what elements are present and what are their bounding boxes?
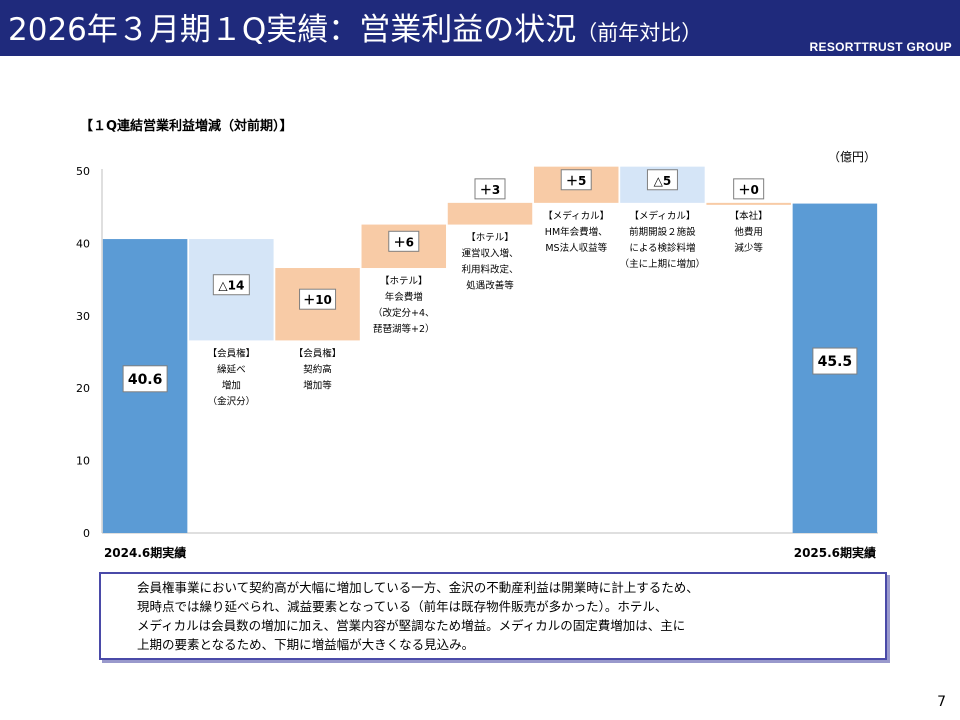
unit-label: （億円） — [828, 150, 877, 164]
value-label: ＋6 — [394, 235, 414, 249]
step-note: （金沢分） — [208, 395, 256, 407]
page-title: 2026年３月期１Q実績：営業利益の状況（前年対比） — [8, 4, 702, 49]
step-note: 琵琶湖等+2） — [373, 323, 435, 335]
value-label: △14 — [218, 279, 244, 293]
step-note: 他費用 — [734, 226, 763, 238]
comment-line: 現時点では繰り延べられ、減益要素となっている（前年は既存物件販売が多かった）。ホ… — [137, 599, 668, 614]
value-label-box — [212, 274, 250, 296]
value-label-box — [646, 169, 678, 191]
page-number: 7 — [937, 694, 946, 710]
step-note: 【ホテル】 — [466, 233, 514, 244]
x-category-label: 2024.6期実績 — [104, 545, 186, 560]
y-tick-label: 20 — [76, 382, 90, 395]
value-label-box — [812, 347, 858, 375]
step-note: 減少等 — [734, 242, 763, 254]
value-label-box — [299, 288, 337, 310]
step-note: HM年会費増、 — [545, 226, 608, 238]
x-category-label: 2025.6期実績 — [794, 545, 876, 560]
comment-line: メディカルは会員数の増加に加え、営業内容が堅調なため増益。メディカルの固定費増加… — [137, 618, 686, 633]
comment-line: 上期の要素となるため、下期に増益幅が大きくなる見込み。 — [137, 637, 475, 652]
step-note: 【メディカル】 — [630, 210, 696, 222]
step-note: MS法人収益等 — [545, 242, 607, 254]
bar-step — [447, 202, 533, 225]
step-note: 【会員権】 — [208, 347, 256, 359]
step-note: 運営収入増、 — [461, 248, 518, 260]
value-label: △5 — [654, 174, 672, 188]
step-note: （改定分+4、 — [373, 307, 435, 319]
step-note: 増加 — [222, 379, 241, 391]
value-label: ＋0 — [738, 183, 758, 197]
step-note: 繰延べ — [217, 363, 246, 375]
step-note: 【ホテル】 — [380, 276, 428, 287]
y-tick-label: 30 — [76, 310, 90, 323]
value-label: ＋10 — [303, 293, 332, 307]
step-note: （主に上期に増加） — [620, 258, 706, 270]
step-note: 【会員権】 — [294, 347, 342, 359]
step-note: 【本社】 — [730, 210, 768, 222]
bar-step — [706, 202, 791, 205]
step-note: 年会費増 — [385, 291, 423, 303]
title-main: 2026年３月期１Q実績：営業利益の状況 — [8, 12, 577, 48]
comment-text: 会員権事業において契約高が大幅に増加している一方、金沢の不動産利益は開業時に計上… — [137, 578, 877, 654]
title-sub: （前年対比） — [576, 21, 703, 45]
value-label: 40.6 — [128, 372, 163, 388]
value-label: ＋5 — [566, 174, 586, 188]
value-label-box — [474, 178, 506, 200]
chart-title: 【１Q連結営業利益増減（対前期）】 — [80, 119, 293, 134]
y-tick-label: 40 — [76, 237, 90, 250]
step-note: 契約高 — [303, 363, 332, 375]
value-label-box — [122, 365, 168, 393]
step-note: 【メディカル】 — [543, 210, 609, 222]
step-note: による検診料増 — [629, 242, 695, 254]
header-bar: 2026年３月期１Q実績：営業利益の状況（前年対比） RESORTTRUST G… — [0, 0, 960, 56]
comment-line: 会員権事業において契約高が大幅に増加している一方、金沢の不動産利益は開業時に計上… — [137, 580, 699, 595]
value-label-box — [733, 178, 765, 200]
y-tick-label: 0 — [83, 527, 90, 540]
value-label: ＋3 — [480, 183, 500, 197]
step-note: 利用料改定、 — [461, 264, 518, 276]
step-note: 前期開設２施設 — [629, 226, 696, 238]
brand-logo-text: RESORTTRUST GROUP — [809, 40, 952, 54]
y-tick-label: 10 — [76, 455, 90, 468]
value-label: 45.5 — [818, 354, 853, 370]
step-note: 増加等 — [303, 379, 332, 391]
y-tick-label: 50 — [76, 165, 90, 178]
value-label-box — [388, 230, 420, 252]
step-note: 処遇改善等 — [466, 280, 514, 292]
comment-box: 会員権事業において契約高が大幅に増加している一方、金沢の不動産利益は開業時に計上… — [99, 572, 887, 660]
value-label-box — [560, 169, 592, 191]
